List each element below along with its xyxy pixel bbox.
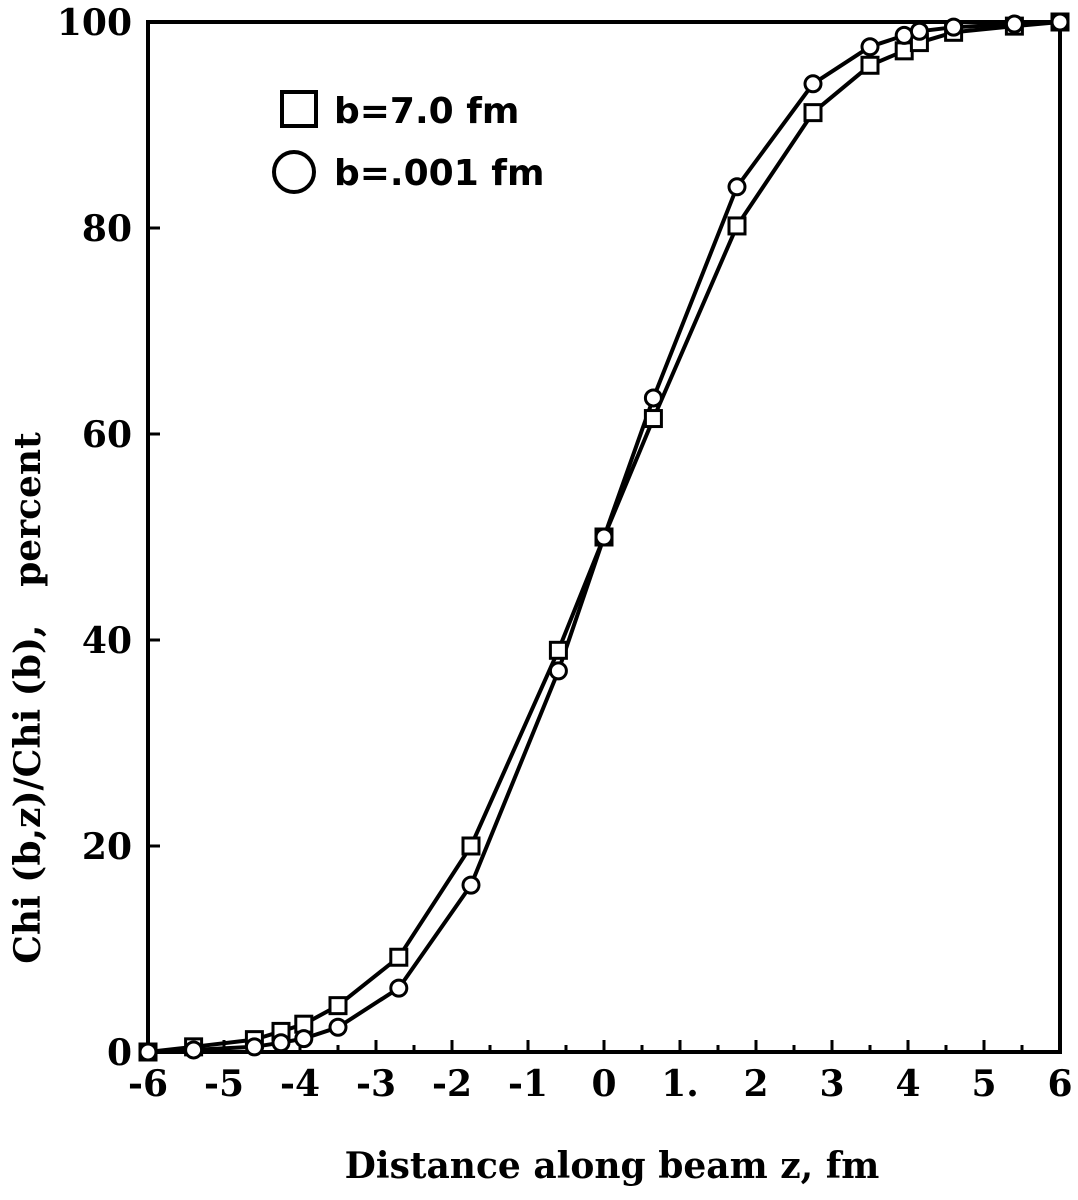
data-point-square xyxy=(463,838,479,854)
data-point-circle xyxy=(862,39,878,55)
data-point-circle xyxy=(946,19,962,35)
y-axis-title: Chi (b,z)/Chi (b), percent xyxy=(7,432,49,964)
legend-circle-icon xyxy=(274,152,314,192)
data-point-circle xyxy=(463,877,479,893)
x-tick-label: -1 xyxy=(508,1063,548,1105)
y-tick-label: 100 xyxy=(57,2,132,44)
x-tick-label: 0 xyxy=(591,1063,616,1105)
x-tick-label: 6 xyxy=(1047,1063,1072,1105)
data-point-circle xyxy=(140,1044,156,1060)
x-tick-label: 4 xyxy=(895,1063,920,1105)
data-point-circle xyxy=(391,980,407,996)
data-point-square xyxy=(862,57,878,73)
y-tick-label: 0 xyxy=(107,1032,132,1074)
data-point-circle xyxy=(596,529,612,545)
data-point-square xyxy=(330,998,346,1014)
y-tick-label: 80 xyxy=(82,208,132,250)
x-tick-label: 5 xyxy=(971,1063,996,1105)
data-point-square xyxy=(645,411,661,427)
legend-label-1: b=7.0 fm xyxy=(334,91,519,132)
data-point-circle xyxy=(911,23,927,39)
x-tick-label: -3 xyxy=(356,1063,396,1105)
x-tick-label: -4 xyxy=(280,1063,320,1105)
y-tick-label: 20 xyxy=(82,826,132,868)
data-point-circle xyxy=(1052,14,1068,30)
data-point-square xyxy=(391,949,407,965)
data-point-square xyxy=(729,218,745,234)
x-axis-title: Distance along beam z, fm xyxy=(345,1145,880,1187)
data-point-circle xyxy=(645,390,661,406)
x-tick-label: 3 xyxy=(819,1063,844,1105)
data-point-circle xyxy=(550,663,566,679)
x-tick-label: 1. xyxy=(661,1063,699,1105)
x-tick-label: -2 xyxy=(432,1063,472,1105)
y-tick-label: 60 xyxy=(82,414,132,456)
data-point-circle xyxy=(186,1042,202,1058)
data-point-square xyxy=(550,642,566,658)
data-point-circle xyxy=(805,76,821,92)
y-tick-label: 40 xyxy=(82,620,132,662)
data-point-square xyxy=(896,43,912,59)
legend-label-2: b=.001 fm xyxy=(334,153,544,194)
x-tick-label: -5 xyxy=(204,1063,244,1105)
x-tick-label: -6 xyxy=(128,1063,168,1105)
data-point-circle xyxy=(246,1039,262,1055)
data-point-circle xyxy=(330,1019,346,1035)
data-point-circle xyxy=(296,1031,312,1047)
data-point-circle xyxy=(896,27,912,43)
data-point-square xyxy=(805,105,821,121)
x-tick-label: 2 xyxy=(743,1063,768,1105)
legend-square-icon xyxy=(282,92,316,126)
data-point-circle xyxy=(273,1035,289,1051)
data-point-circle xyxy=(1006,16,1022,32)
data-point-circle xyxy=(729,179,745,195)
